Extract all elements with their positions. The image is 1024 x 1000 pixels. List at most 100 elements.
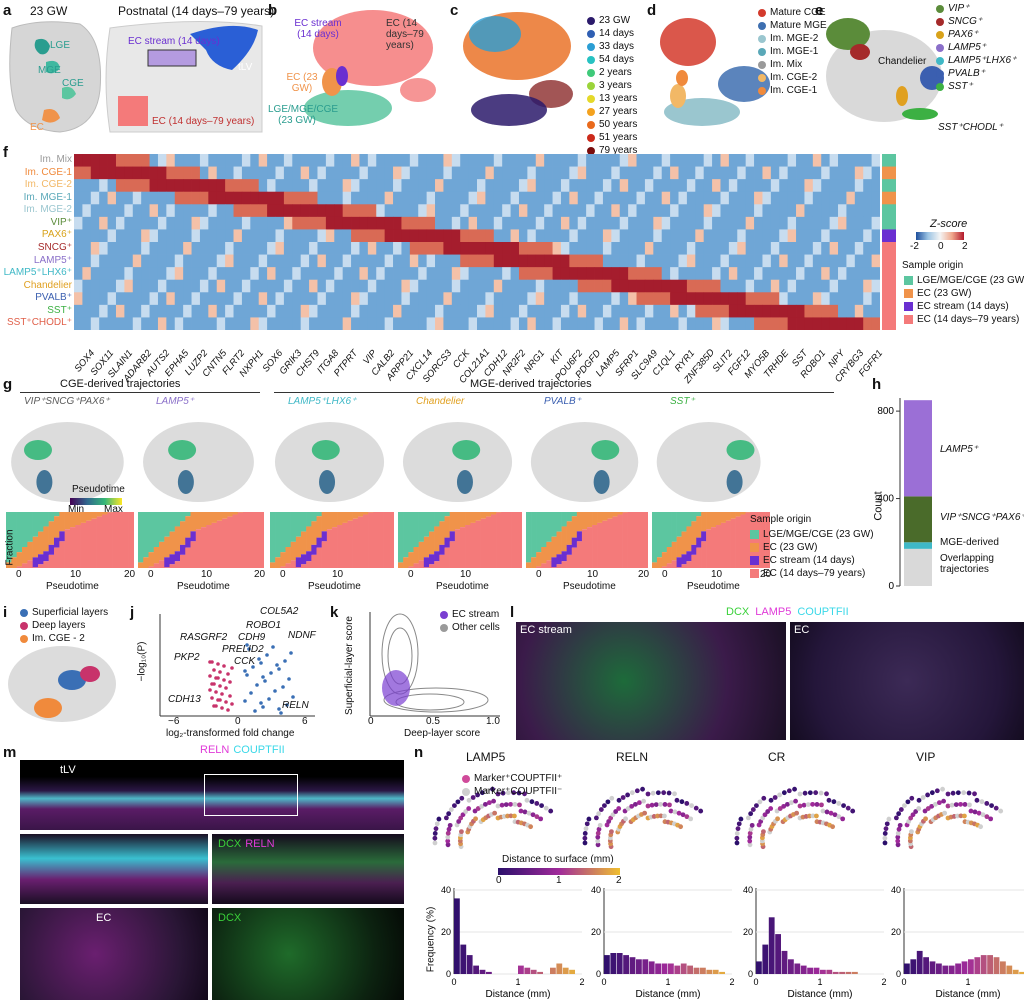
heatmap-cell xyxy=(183,317,192,330)
heatmap-cell xyxy=(527,154,537,167)
heatmap-cell xyxy=(376,204,386,218)
heatmap-cell xyxy=(401,279,411,293)
n-hist-bar xyxy=(1006,965,1013,974)
heatmap-cell xyxy=(199,304,209,318)
heatmap-cell xyxy=(552,204,562,218)
n-hist-bar xyxy=(762,944,769,974)
heatmap-cell xyxy=(141,191,150,205)
heatmap-cell xyxy=(359,229,369,243)
heatmap-cell xyxy=(804,229,814,243)
heatmap-cell xyxy=(628,267,637,281)
heatmap-cell xyxy=(720,292,730,306)
heatmap-cell xyxy=(384,229,394,243)
heatmap-cell xyxy=(871,204,880,218)
heatmap-cell xyxy=(351,292,360,306)
n-hist-bar xyxy=(706,969,713,974)
heatmap-cell xyxy=(720,267,730,281)
heatmap-cell xyxy=(115,191,125,205)
heatmap-cell xyxy=(149,229,159,243)
heatmap-cell xyxy=(233,154,243,167)
heatmap-cell xyxy=(602,229,612,243)
heatmap-cell xyxy=(518,229,528,243)
heatmap-cell xyxy=(99,191,108,205)
heatmap-cell xyxy=(90,317,100,330)
legend-swatch xyxy=(20,634,28,643)
f-row-label: SST⁺ xyxy=(47,304,72,316)
heatmap-cell xyxy=(611,216,621,230)
heatmap-cell xyxy=(409,229,419,243)
legend-swatch xyxy=(750,569,759,578)
heatmap-cell xyxy=(225,191,234,205)
j-xtick-pos: 6 xyxy=(302,716,308,727)
heatmap-cell xyxy=(216,292,226,306)
heatmap-cell xyxy=(393,191,402,205)
heatmap-cell xyxy=(468,229,478,243)
d-legend-item: Im. Mix xyxy=(758,58,827,71)
heatmap-cell xyxy=(586,267,595,281)
heatmap-cell xyxy=(695,216,705,230)
heatmap-cell xyxy=(846,216,856,230)
heatmap-cell xyxy=(602,216,612,230)
heatmap-cell xyxy=(267,292,276,306)
heatmap-cell xyxy=(183,191,192,205)
j-xlabel: log₂-transformed fold change xyxy=(166,728,295,739)
c-legend-item: 2 years xyxy=(587,66,637,79)
heatmap-cell xyxy=(124,292,134,306)
heatmap-cell xyxy=(107,242,117,255)
heatmap-cell xyxy=(779,191,789,205)
heatmap-cell xyxy=(124,216,134,230)
j-point xyxy=(287,677,291,681)
umap-i xyxy=(8,646,116,722)
heatmap-cell xyxy=(292,179,302,193)
heatmap-cell xyxy=(426,317,436,330)
heatmap-cell xyxy=(535,154,545,167)
heatmap-cell xyxy=(460,166,470,180)
heatmap-cell xyxy=(250,204,260,218)
heatmap-cell xyxy=(82,292,92,306)
g-xtick: 10 xyxy=(70,569,82,580)
heatmap-cell xyxy=(493,154,503,167)
heatmap-cell xyxy=(577,179,587,193)
heatmap-cell xyxy=(325,279,335,293)
heatmap-cell xyxy=(300,317,310,330)
heatmap-cell xyxy=(250,229,260,243)
heatmap-cell xyxy=(594,229,604,243)
heatmap-cell xyxy=(552,191,562,205)
heatmap-cell xyxy=(82,254,92,268)
heatmap-cell xyxy=(796,254,805,268)
heatmap-cell xyxy=(166,216,176,230)
heatmap-cell xyxy=(393,229,402,243)
heatmap-cell xyxy=(451,204,461,218)
heatmap-cell xyxy=(678,267,688,281)
heatmap-cell xyxy=(107,292,117,306)
heatmap-cell xyxy=(401,242,411,255)
heatmap-cell xyxy=(703,292,713,306)
heatmap-cell xyxy=(99,242,108,255)
heatmap-cell xyxy=(796,292,805,306)
heatmap-cell xyxy=(754,154,763,167)
heatmap-cell xyxy=(502,317,511,330)
heatmap-cell xyxy=(846,279,856,293)
heatmap-cell xyxy=(695,229,705,243)
j-point xyxy=(261,675,265,679)
heatmap-cell xyxy=(401,216,411,230)
heatmap-cell xyxy=(124,154,134,167)
heatmap-cell xyxy=(334,267,344,281)
heatmap-cell xyxy=(283,166,293,180)
origin-cell xyxy=(882,304,896,318)
heatmap-cell xyxy=(804,179,814,193)
heatmap-cell xyxy=(309,292,318,306)
heatmap-cell xyxy=(728,191,738,205)
heatmap-cell xyxy=(99,229,108,243)
heatmap-cell xyxy=(275,267,285,281)
heatmap-cell xyxy=(74,242,83,255)
j-gene-cck: CCK xyxy=(234,656,256,667)
j-point xyxy=(253,709,257,713)
heatmap-cell xyxy=(485,229,495,243)
heatmap-cell xyxy=(199,292,209,306)
heatmap-cell xyxy=(149,279,159,293)
heatmap-cell xyxy=(426,204,436,218)
heatmap-cell xyxy=(317,317,327,330)
heatmap-cell xyxy=(745,292,755,306)
f-row-label: Im. CGE-2 xyxy=(24,179,72,191)
